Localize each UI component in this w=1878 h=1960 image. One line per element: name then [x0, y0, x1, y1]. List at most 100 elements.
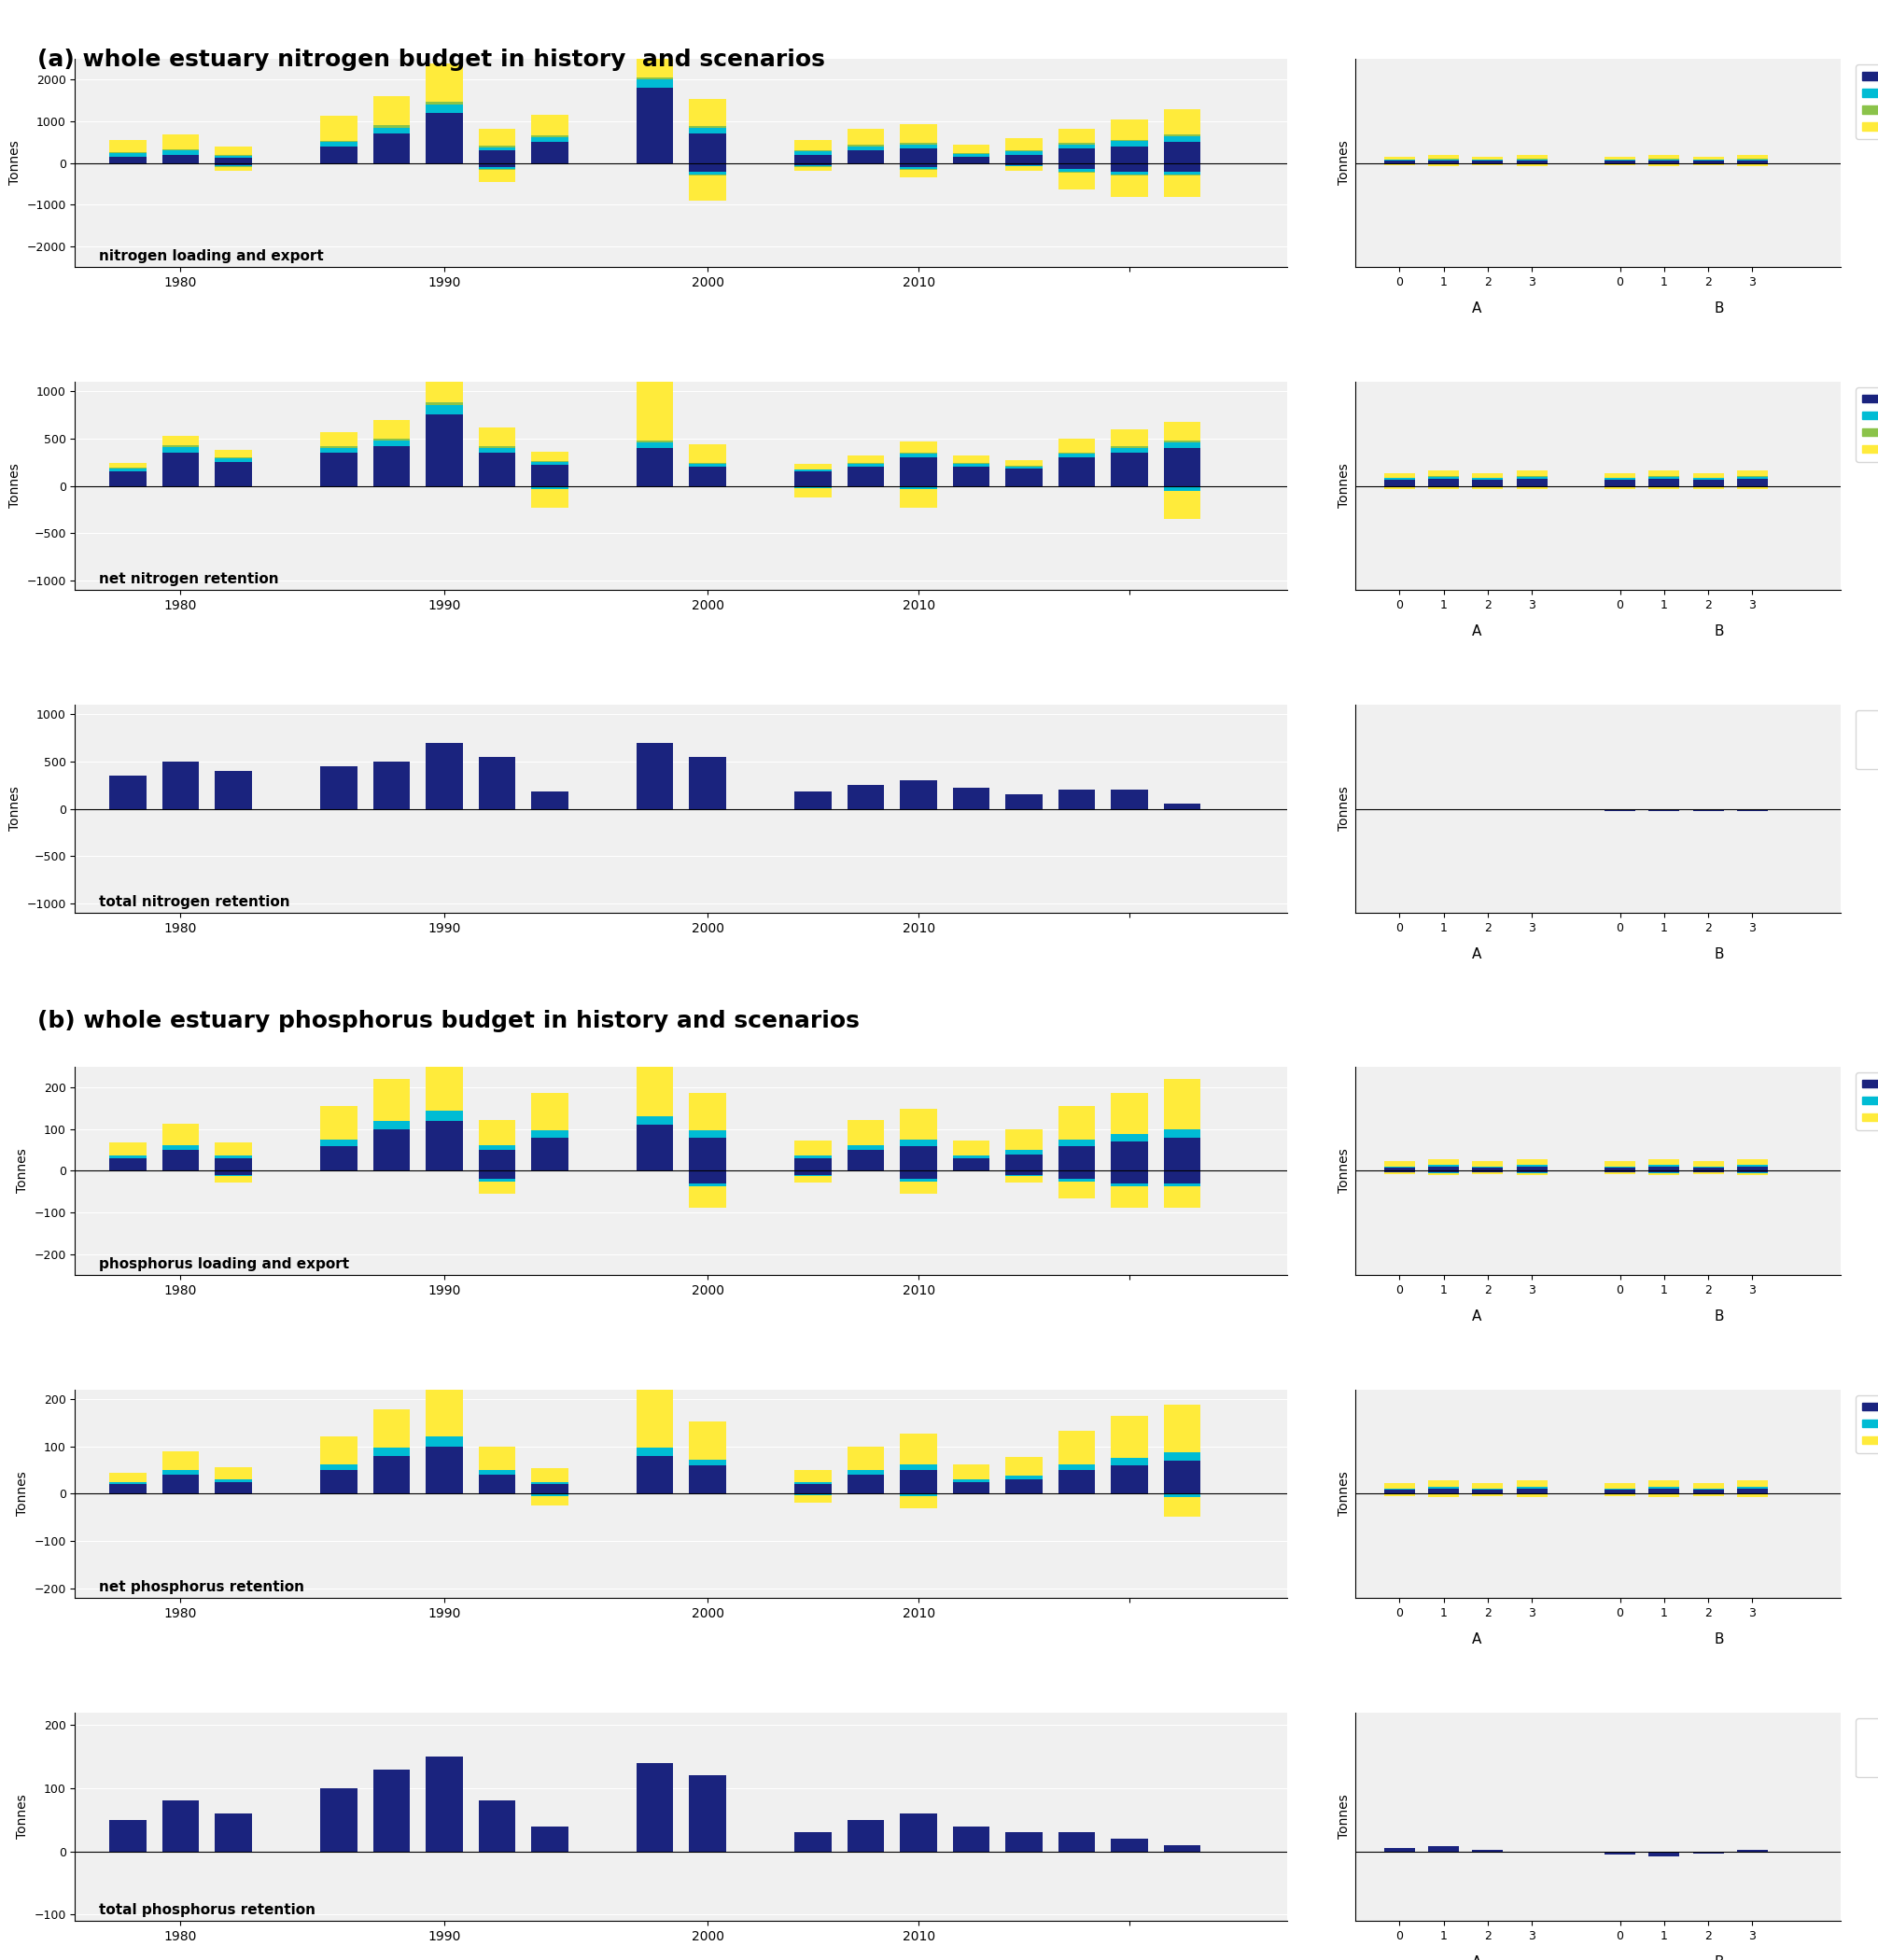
Bar — [1112, 453, 1147, 486]
Bar — [900, 1139, 937, 1147]
Bar — [1164, 176, 1200, 196]
Bar — [689, 445, 727, 463]
Bar — [1472, 1484, 1502, 1488]
Bar — [1384, 161, 1414, 163]
Bar — [1604, 161, 1636, 163]
Bar — [1112, 1092, 1147, 1135]
Bar — [1737, 480, 1767, 486]
Bar — [1692, 1160, 1724, 1166]
Bar — [1059, 1105, 1095, 1139]
Bar — [214, 1480, 252, 1482]
Bar — [952, 1464, 990, 1480]
Bar — [162, 1151, 199, 1170]
Text: nitrogen loading and export: nitrogen loading and export — [100, 249, 325, 263]
Bar — [689, 466, 727, 486]
Text: B: B — [1715, 1633, 1724, 1646]
Bar — [1005, 1476, 1042, 1480]
Bar — [1649, 161, 1679, 163]
Bar — [1005, 1170, 1042, 1174]
Bar — [1059, 1470, 1095, 1494]
Bar — [1649, 1494, 1679, 1497]
Bar — [847, 1145, 885, 1151]
Bar — [1604, 1852, 1636, 1854]
Bar — [479, 169, 515, 182]
Bar — [1692, 480, 1724, 486]
Bar — [531, 1484, 567, 1494]
Bar — [1692, 1172, 1724, 1174]
Bar — [531, 143, 567, 163]
Bar — [900, 123, 937, 143]
Bar — [1112, 141, 1147, 147]
Bar — [109, 153, 146, 157]
Bar — [109, 157, 146, 163]
Bar — [426, 1380, 462, 1437]
Bar — [689, 176, 727, 200]
Bar — [1112, 790, 1147, 809]
Bar — [426, 1437, 462, 1446]
Bar — [479, 1474, 515, 1494]
Text: A: A — [1472, 302, 1482, 316]
Bar — [900, 453, 937, 457]
Bar — [1692, 157, 1724, 159]
Bar — [531, 114, 567, 135]
Bar — [689, 127, 727, 133]
Bar — [1059, 169, 1095, 172]
Bar — [1692, 1494, 1724, 1497]
Bar — [952, 788, 990, 809]
Legend: PON, DON, Amm, Nit: PON, DON, Amm, Nit — [1855, 65, 1878, 139]
Bar — [1427, 486, 1459, 490]
Bar — [1472, 1168, 1502, 1170]
Bar — [1384, 1172, 1414, 1174]
Bar — [1384, 157, 1414, 159]
Bar — [162, 1450, 199, 1470]
Bar — [1164, 1405, 1200, 1452]
Legend: TP: TP — [1855, 1719, 1878, 1778]
Bar — [531, 792, 567, 809]
Bar — [531, 1495, 567, 1505]
Bar — [374, 1121, 409, 1129]
Bar — [1737, 476, 1767, 480]
Bar — [900, 1433, 937, 1464]
Bar — [479, 147, 515, 151]
Bar — [637, 1386, 674, 1446]
Bar — [1427, 1490, 1459, 1494]
Bar — [109, 463, 146, 468]
Bar — [426, 102, 462, 104]
Bar — [1005, 1456, 1042, 1476]
Bar — [689, 757, 727, 809]
Bar — [1059, 1833, 1095, 1852]
Bar — [1472, 1494, 1502, 1497]
Bar — [1112, 147, 1147, 163]
Bar — [794, 1482, 832, 1484]
Bar — [794, 792, 832, 809]
Text: B: B — [1715, 302, 1724, 316]
Bar — [900, 1170, 937, 1180]
Bar — [900, 1470, 937, 1494]
Bar — [689, 1131, 727, 1137]
Bar — [1427, 480, 1459, 486]
Bar — [689, 171, 727, 174]
Bar — [214, 147, 252, 155]
Bar — [1472, 1490, 1502, 1494]
Bar — [531, 451, 567, 461]
Bar — [1737, 486, 1767, 490]
Bar — [847, 1446, 885, 1470]
Bar — [1384, 1848, 1414, 1852]
Bar — [1005, 167, 1042, 171]
Bar — [426, 1111, 462, 1121]
Bar — [1164, 804, 1200, 809]
Bar — [162, 1474, 199, 1494]
Bar — [1649, 470, 1679, 476]
Bar — [637, 743, 674, 809]
Bar — [374, 1080, 409, 1121]
Bar — [426, 1056, 462, 1111]
Bar — [637, 1762, 674, 1852]
Bar — [321, 1437, 357, 1464]
Bar — [374, 1456, 409, 1494]
Bar — [1005, 1480, 1042, 1494]
Bar — [1112, 120, 1147, 139]
Bar — [162, 151, 199, 155]
Bar — [479, 1145, 515, 1151]
Bar — [689, 98, 727, 125]
Bar — [321, 1470, 357, 1494]
